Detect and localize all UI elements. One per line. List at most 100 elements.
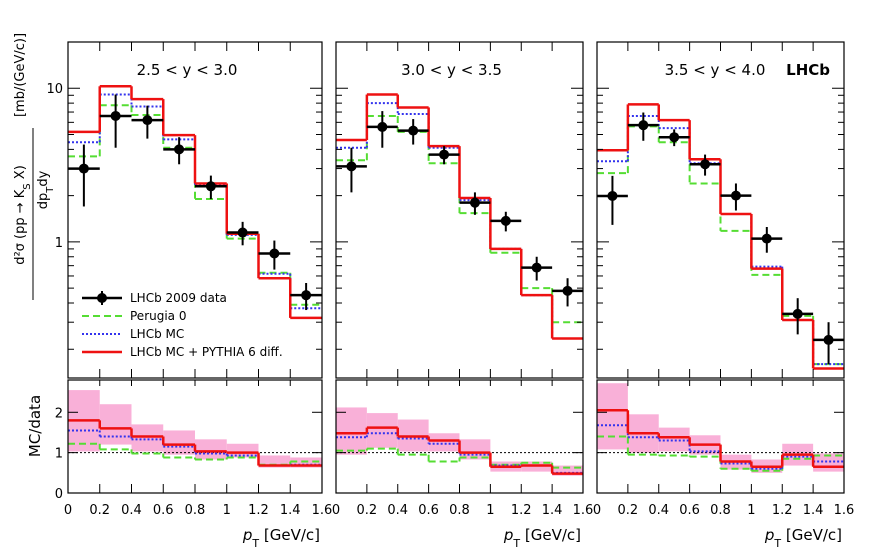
legend-label: LHCb MC + PYTHIA 6 diff. [130, 345, 283, 359]
x-axis-label-part: [GeV/c] [781, 526, 842, 544]
data-point [205, 181, 216, 192]
x-tick-label: 1.4 [803, 503, 824, 518]
x-axis-label-part: p [242, 526, 253, 544]
ratio-band [658, 427, 690, 452]
data-point [110, 110, 121, 121]
x-tick-label: 0.2 [357, 503, 378, 518]
x-tick-label: 1 [223, 503, 231, 518]
ratio-band [552, 465, 583, 476]
x-tick-label: 1 [747, 503, 755, 518]
y-tick-label: 1 [55, 236, 63, 251]
ratio-band [336, 407, 367, 455]
data-point [607, 190, 618, 201]
y-axis-label-part: dy [36, 170, 51, 186]
y-axis-label-part: T [45, 186, 56, 194]
data-point [237, 227, 248, 238]
data-point [531, 262, 542, 273]
plot-area [68, 85, 322, 468]
x-tick-label: 1.6 [312, 503, 333, 518]
x-tick-label: 0.8 [710, 503, 731, 518]
data-point [730, 190, 741, 201]
x-axis-label-part: p [764, 526, 775, 544]
ratio-y-tick-label: 2 [55, 406, 63, 421]
data-point [700, 159, 711, 170]
x-tick-label: 1.4 [542, 503, 563, 518]
plot-area [336, 93, 583, 476]
legend-swatch [97, 293, 107, 303]
x-tick-label: 0.4 [648, 503, 669, 518]
ratio-y-tick-label: 1 [55, 447, 63, 462]
x-tick-label: 0 [332, 503, 340, 518]
legend-label: Perugia 0 [130, 309, 186, 323]
ratio-y-tick-label: 0 [55, 487, 63, 502]
plot-area [597, 103, 844, 473]
x-tick-label: 0.8 [185, 503, 206, 518]
x-tick-label: 0 [64, 503, 72, 518]
x-tick-label: 0.4 [121, 503, 142, 518]
data-point [377, 121, 388, 132]
data-point [408, 125, 419, 136]
data-point [142, 115, 153, 126]
x-tick-label: 0.6 [679, 503, 700, 518]
ratio-band [163, 430, 195, 455]
x-axis-label-part: [GeV/c] [259, 526, 320, 544]
ratio-band [428, 433, 460, 452]
frame [67, 41, 323, 379]
x-tick-label: 1 [486, 503, 494, 518]
ratio-band [226, 443, 259, 458]
legend-label: LHCb MC [130, 327, 184, 341]
data-point [469, 197, 480, 208]
data-point [792, 308, 803, 319]
data-point [346, 161, 357, 172]
x-tick-label: 0.6 [153, 503, 174, 518]
data-point [638, 120, 649, 131]
ratio-band [290, 457, 322, 468]
data-point [301, 290, 312, 301]
data-point [269, 248, 280, 259]
x-tick-label: 0.6 [418, 503, 439, 518]
data-point [761, 233, 772, 244]
data-point [823, 334, 834, 345]
x-tick-label: 1.2 [511, 503, 532, 518]
x-tick-label: 1.4 [280, 503, 301, 518]
ratio-band [366, 413, 398, 448]
data-point [562, 285, 573, 296]
y-axis-label-part: d²σ (pp → K [13, 189, 28, 265]
x-tick-label: 1.6 [834, 503, 855, 518]
x-axis-label-part: p [503, 526, 514, 544]
x-tick-label: 1.2 [248, 503, 269, 518]
x-axis-label: pT [GeV/c] [764, 526, 842, 549]
x-tick-label: 1.2 [772, 503, 793, 518]
x-axis-label-part: T [251, 537, 259, 549]
ratio-band [597, 383, 628, 450]
ratio-band [195, 439, 227, 460]
y-axis-label: dpTdy [36, 170, 56, 209]
x-tick-label: 0.8 [449, 503, 470, 518]
ratio-band [99, 404, 132, 445]
panel-title: 3.5 < y < 4.0 [665, 61, 766, 79]
x-axis-label-part: T [512, 537, 520, 549]
panel-title: 3.0 < y < 3.5 [401, 61, 502, 79]
y-axis-unit: [mb/(GeV/c)] [13, 33, 28, 117]
x-tick-label: 0.4 [387, 503, 408, 518]
x-tick-label: 0.2 [618, 503, 639, 518]
data-point [439, 149, 450, 160]
x-tick-label: 0.2 [89, 503, 110, 518]
x-tick-label: 0 [593, 503, 601, 518]
x-axis-label: pT [GeV/c] [503, 526, 581, 549]
annotation: LHCb [786, 61, 830, 79]
legend-label: LHCb 2009 data [130, 291, 227, 305]
x-axis-label-part: [GeV/c] [520, 526, 581, 544]
y-axis-label-part: X) [13, 165, 28, 183]
data-point [669, 132, 680, 143]
x-axis-label: pT [GeV/c] [242, 526, 320, 549]
y-axis-label-part: dp [36, 193, 51, 210]
y-axis-label: d²σ (pp → KS X) [13, 165, 33, 265]
x-axis-label-part: T [773, 537, 781, 549]
ratio-y-axis-label: MC/data [26, 395, 44, 457]
data-point [500, 215, 511, 226]
panel-title: 2.5 < y < 3.0 [137, 61, 238, 79]
y-axis-label-part: S [22, 183, 33, 189]
data-point [174, 144, 185, 155]
